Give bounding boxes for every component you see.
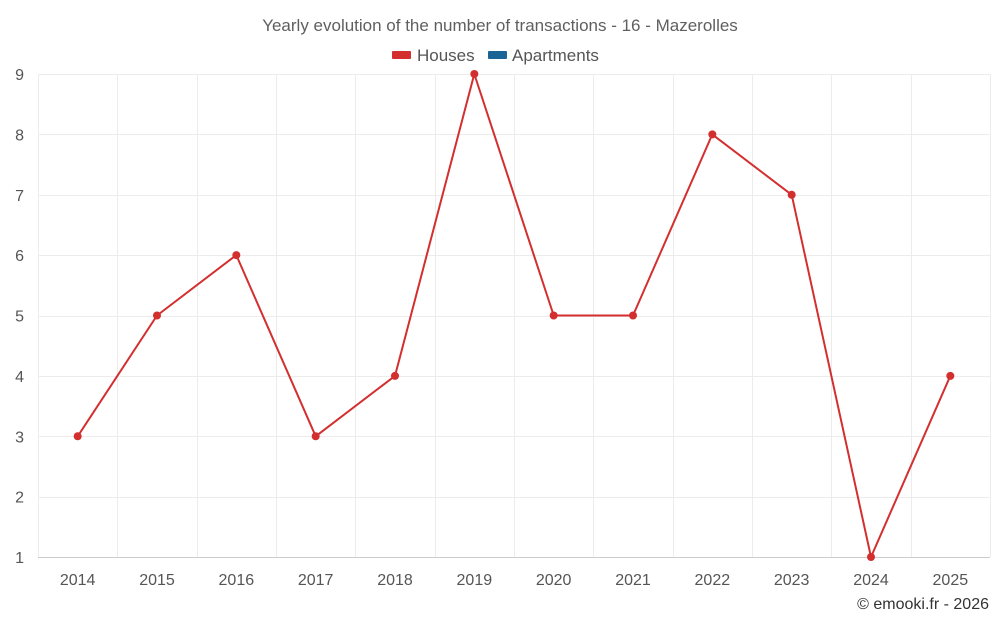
data-point-houses-2025[interactable]: [946, 371, 955, 380]
data-point-houses-2017[interactable]: [311, 432, 320, 441]
x-tick-label: 2017: [298, 572, 334, 589]
legend[interactable]: Houses Apartments: [392, 46, 599, 65]
x-axis-ticks: 2014 2015 2016 2017 2018 2019 2020 2021 2022 2023…: [60, 572, 968, 589]
x-tick-label: 2014: [60, 572, 96, 589]
data-point-houses-2016[interactable]: [232, 251, 241, 260]
data-point-houses-2021[interactable]: [629, 311, 637, 320]
y-tick-label: 5: [15, 309, 24, 326]
y-tick-label: 2: [15, 490, 24, 507]
series-line-houses: [76, 73, 952, 558]
data-point-houses-2024[interactable]: [867, 553, 875, 561]
x-tick-label: 2015: [139, 572, 175, 589]
x-tick-label: 2024: [853, 572, 889, 589]
data-point-houses-2018[interactable]: [391, 371, 399, 380]
data-point-houses-2014[interactable]: [73, 432, 82, 441]
x-tick-label: 2025: [933, 572, 969, 589]
x-tick-label: 2016: [219, 572, 255, 589]
x-tick-label: 2023: [774, 572, 810, 589]
y-tick-label: 7: [15, 188, 24, 205]
credit-text: © emooki.fr - 2026: [857, 596, 989, 613]
chart-title: Yearly evolution of the number of transa…: [262, 16, 738, 35]
x-tick-label: 2020: [536, 572, 572, 589]
y-tick-label: 4: [15, 369, 24, 386]
legend-swatch-houses[interactable]: [392, 51, 411, 59]
legend-label-houses[interactable]: Houses: [417, 46, 475, 65]
y-tick-label: 8: [15, 127, 24, 144]
y-axis-ticks: 1 2 3 4 5 6 7 8 9: [15, 67, 24, 567]
data-point-houses-2015[interactable]: [153, 311, 161, 320]
y-tick-label: 1: [15, 550, 24, 567]
y-tick-label: 9: [15, 67, 24, 84]
data-point-houses-2022[interactable]: [708, 130, 717, 139]
gridlines: [38, 74, 991, 557]
y-tick-label: 3: [15, 429, 24, 446]
x-tick-label: 2022: [695, 572, 731, 589]
y-tick-label: 6: [15, 248, 24, 265]
series-houses: [73, 70, 955, 561]
legend-swatch-apartments[interactable]: [488, 51, 507, 59]
data-point-houses-2020[interactable]: [549, 311, 558, 320]
legend-label-apartments[interactable]: Apartments: [512, 46, 599, 65]
data-point-houses-2019[interactable]: [470, 70, 479, 78]
x-tick-label: 2018: [377, 572, 413, 589]
x-tick-label: 2021: [615, 572, 651, 589]
data-point-houses-2023[interactable]: [787, 190, 796, 199]
x-tick-label: 2019: [457, 572, 493, 589]
